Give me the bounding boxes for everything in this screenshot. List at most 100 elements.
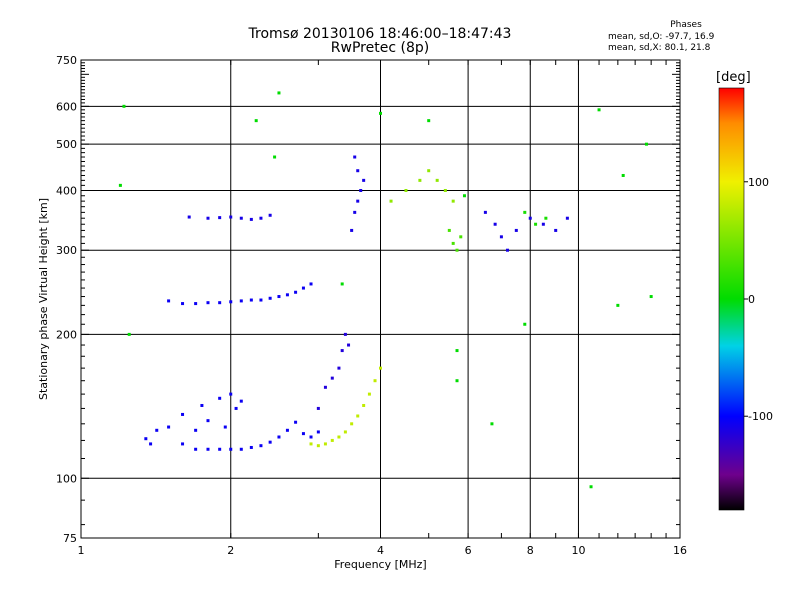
data-point <box>206 301 210 305</box>
phases-stats-x: mean, sd,X: 80.1, 21.8 <box>608 43 711 53</box>
x-tick-label: 1 <box>78 544 85 557</box>
data-point <box>223 425 227 429</box>
data-point <box>362 178 366 182</box>
data-point <box>523 322 527 326</box>
data-point <box>149 442 153 446</box>
y-axis-label: Stationary phase Virtual Height [km] <box>37 198 50 400</box>
data-point <box>229 300 233 304</box>
data-point <box>379 366 382 370</box>
data-point <box>285 293 289 297</box>
data-point <box>455 349 459 353</box>
data-point <box>277 295 281 299</box>
data-point <box>523 210 527 214</box>
data-point <box>455 248 459 252</box>
data-point <box>294 420 298 424</box>
data-point <box>389 199 393 203</box>
data-point <box>330 376 334 380</box>
y-tick-label: 100 <box>56 472 77 485</box>
data-point <box>167 425 171 429</box>
data-point <box>229 392 233 396</box>
data-point <box>343 332 347 336</box>
data-point <box>259 444 263 448</box>
data-point <box>239 447 243 451</box>
data-point <box>404 188 408 192</box>
data-point <box>234 406 238 410</box>
data-point <box>309 442 313 446</box>
data-point <box>616 303 620 307</box>
x-tick-label: 8 <box>527 544 534 557</box>
y-tick-label: 75 <box>63 532 77 545</box>
data-point <box>218 301 222 305</box>
data-point <box>277 435 281 439</box>
data-point <box>249 445 253 449</box>
data-point <box>239 399 243 403</box>
data-point <box>554 228 558 232</box>
data-point <box>167 299 171 303</box>
data-point <box>589 485 593 489</box>
data-point <box>259 216 263 220</box>
data-point <box>200 403 204 407</box>
data-point <box>277 91 281 95</box>
data-point <box>118 183 122 187</box>
data-point <box>218 216 222 220</box>
data-point <box>187 215 191 219</box>
data-point <box>301 286 305 290</box>
data-point <box>330 438 334 442</box>
data-point <box>323 442 327 446</box>
data-point <box>528 216 532 220</box>
chart-subtitle: RwPretec (8p) <box>330 40 430 56</box>
data-point <box>565 216 569 220</box>
data-point <box>301 432 305 436</box>
data-point <box>181 412 185 416</box>
data-point <box>459 235 463 239</box>
data-point <box>493 222 497 226</box>
data-point <box>359 188 363 192</box>
data-point <box>451 199 455 203</box>
data-point <box>541 222 545 226</box>
data-point <box>340 282 344 286</box>
data-point <box>309 435 313 439</box>
data-point <box>362 403 366 407</box>
y-tick-label: 600 <box>56 100 77 113</box>
data-point <box>273 155 277 159</box>
data-point <box>483 210 487 214</box>
colorbar-unit: [deg] <box>716 70 751 85</box>
data-point <box>316 430 320 434</box>
data-point <box>427 169 431 173</box>
data-point <box>259 298 263 302</box>
data-point <box>353 155 357 159</box>
data-point <box>127 332 131 336</box>
data-point <box>181 302 185 306</box>
data-point <box>373 379 377 383</box>
data-point <box>597 108 601 112</box>
data-point <box>144 437 148 441</box>
data-point <box>194 302 198 306</box>
data-point <box>490 422 494 426</box>
data-point <box>462 194 466 198</box>
data-point <box>294 290 298 294</box>
data-point <box>254 119 258 123</box>
y-tick-label: 200 <box>56 328 77 341</box>
data-point <box>218 447 222 451</box>
data-point <box>534 222 538 226</box>
x-axis-label: Frequency [MHz] <box>334 558 426 571</box>
x-tick-label: 10 <box>571 544 585 557</box>
colorbar-tick-label: 0 <box>748 293 755 306</box>
data-point <box>649 295 653 299</box>
data-point <box>447 228 451 232</box>
colorbar-tick-label: 100 <box>748 176 769 189</box>
data-point <box>194 428 198 432</box>
data-point <box>343 430 347 434</box>
colorbar <box>718 87 745 511</box>
y-tick-label: 500 <box>56 138 77 151</box>
data-point <box>181 442 185 446</box>
data-point <box>218 396 222 400</box>
data-point <box>309 282 313 286</box>
data-point <box>337 435 341 439</box>
x-tick-label: 6 <box>465 544 472 557</box>
data-point <box>268 440 272 444</box>
data-point <box>316 406 320 410</box>
data-point <box>350 228 354 232</box>
data-point <box>347 343 351 347</box>
y-tick-label: 400 <box>56 184 77 197</box>
